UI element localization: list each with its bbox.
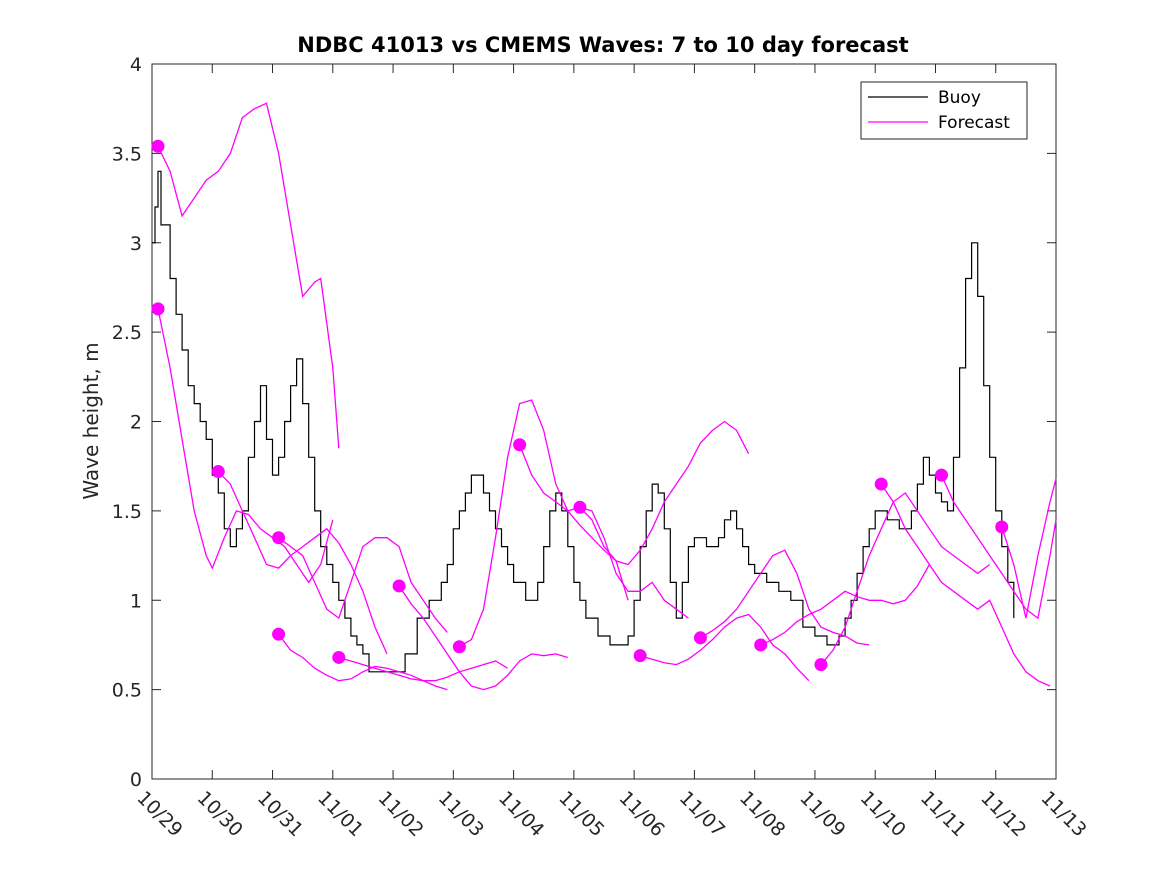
x-tick-label: 11/08 [735, 787, 789, 841]
forecast-start-point-1 [151, 139, 165, 153]
x-tick-label: 11/10 [856, 787, 910, 841]
forecast-start-point-4 [272, 531, 286, 545]
forecast-start-point-6 [332, 650, 346, 664]
y-tick-label: 1 [130, 590, 142, 612]
x-tick-label: 10/29 [132, 787, 186, 841]
x-tick-label: 11/01 [313, 787, 367, 841]
x-tick-label: 11/04 [494, 787, 548, 841]
forecast-line-3 [217, 471, 388, 655]
legend-label-forecast: Forecast [938, 113, 1010, 133]
y-tick-label: 0.5 [112, 680, 142, 702]
y-tick-label: 2.5 [112, 322, 142, 344]
forecast-start-point-7 [392, 579, 406, 593]
forecast-start-point-8 [452, 640, 466, 654]
forecast-start-point-16 [934, 468, 948, 482]
forecast-line-11 [640, 613, 810, 682]
x-tick-label: 11/02 [374, 787, 428, 841]
forecast-line-5 [278, 633, 448, 691]
legend: Buoy Forecast [860, 81, 1028, 140]
x-tick-label: 11/07 [675, 787, 729, 841]
forecast-line-10 [579, 420, 750, 566]
legend-label-buoy: Buoy [938, 88, 981, 108]
forecast-line-17 [1001, 478, 1057, 619]
forecast-line-14 [820, 492, 991, 666]
forecast-start-point-11 [633, 649, 647, 663]
legend-box [860, 81, 1028, 140]
forecast-start-point-15 [874, 477, 888, 491]
forecast-line-1 [157, 102, 340, 449]
forecast-line-4 [278, 537, 448, 633]
x-tick-label: 11/13 [1036, 787, 1090, 841]
forecast-start-point-14 [814, 658, 828, 672]
chart-title: NDBC 41013 vs CMEMS Waves: 7 to 10 day f… [297, 33, 908, 57]
x-tick-label: 11/11 [916, 787, 970, 841]
forecast-line-2 [157, 308, 334, 584]
forecast-start-point-2 [151, 302, 165, 316]
y-axis-label: Wave height, m [79, 342, 103, 499]
forecast-line-13 [760, 564, 930, 646]
forecast-line-8 [459, 399, 629, 648]
forecast-line-15 [880, 483, 1051, 687]
y-tick-label: 4 [130, 54, 142, 76]
y-tick-label: 0 [130, 769, 142, 791]
y-tick-label: 1.5 [112, 501, 142, 523]
x-tick-label: 10/31 [253, 787, 307, 841]
x-tick-label: 11/09 [795, 787, 849, 841]
x-tick-label: 10/30 [193, 787, 247, 841]
forecast-start-point-5 [272, 627, 286, 641]
x-tick-label: 11/12 [976, 787, 1030, 841]
forecast-line-6 [338, 656, 508, 682]
buoy-series-line [152, 170, 1015, 673]
forecast-start-point-10 [573, 500, 587, 514]
plot-frame [151, 63, 1057, 780]
y-tick-label: 3.5 [112, 143, 142, 165]
forecast-line-16 [940, 474, 1057, 620]
x-tick-label: 11/03 [434, 787, 488, 841]
forecast-start-point-3 [211, 465, 225, 479]
x-tick-label: 11/06 [615, 787, 669, 841]
forecast-start-point-9 [513, 438, 527, 452]
forecast-line-9 [518, 444, 689, 619]
y-tick-label: 2 [130, 412, 142, 434]
y-tick-label: 3 [130, 233, 142, 255]
forecast-start-point-13 [754, 638, 768, 652]
x-tick-label: 11/05 [554, 787, 608, 841]
forecast-start-point-12 [693, 631, 707, 645]
forecast-start-point-17 [995, 520, 1009, 534]
forecast-line-7 [398, 585, 568, 691]
